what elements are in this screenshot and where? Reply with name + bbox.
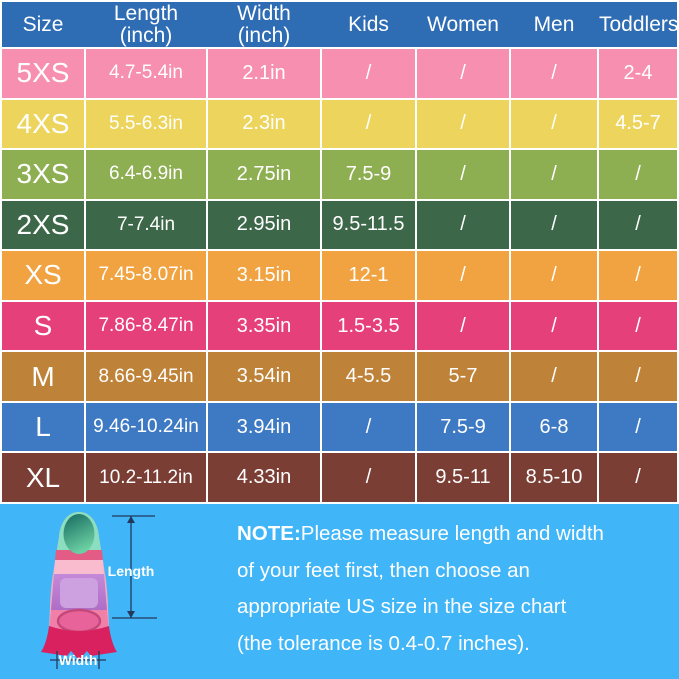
table-cell: 8.5-10 (511, 453, 597, 502)
table-cell: 2-4 (599, 49, 677, 98)
table-cell: 7.86-8.47in (86, 301, 206, 351)
table-cell: 7.45-8.07in (86, 251, 206, 300)
table-cell: 4.5-7 (599, 99, 677, 149)
table-cell: / (599, 251, 677, 300)
size-cell: 2XS (2, 200, 84, 250)
width-arrow (50, 651, 106, 669)
column-header-length: Length (inch) (113, 1, 179, 47)
size-cell: 4XS (2, 99, 84, 149)
table-cell: / (417, 200, 509, 250)
size-cell: L (2, 402, 84, 452)
table-cell: / (511, 352, 597, 401)
size-cell: S (2, 301, 84, 351)
column-header-toddlers: Toddlers (599, 12, 679, 36)
table-cell: / (322, 402, 415, 452)
table-cell: 4.7-5.4in (86, 49, 206, 98)
table-cell: / (511, 150, 597, 199)
table-cell: 12-1 (322, 251, 415, 300)
table-cell: / (322, 49, 415, 98)
table-cell: 3.54in (208, 352, 320, 401)
table-cell: / (511, 301, 597, 351)
table-cell: 6.4-6.9in (86, 150, 206, 199)
table-cell: / (511, 99, 597, 149)
table-cell: / (599, 402, 677, 452)
length-arrowhead-bottom (127, 611, 135, 618)
table-cell: / (599, 453, 677, 502)
column-header-women: Women (427, 12, 499, 36)
footer-note-section: Length Width NOTE:Please measure length … (0, 504, 679, 679)
table-cell: / (511, 49, 597, 98)
fin-illustration: Length Width (20, 504, 185, 676)
table-cell: 2.95in (208, 200, 320, 250)
table-cell: / (322, 99, 415, 149)
table-cell: / (417, 49, 509, 98)
table-cell: 2.75in (208, 150, 320, 199)
note-bold-prefix: NOTE: (237, 522, 301, 545)
note-line: appropriate US size in the size chart (237, 595, 567, 618)
table-cell: 10.2-11.2in (86, 453, 206, 502)
column-header-men: Men (533, 12, 575, 36)
size-cell: XS (2, 251, 84, 300)
column-header-kids: Kids (348, 12, 389, 36)
note-line: of your feet first, then choose an (237, 558, 530, 582)
size-cell: 3XS (2, 150, 84, 199)
table-cell: 2.3in (208, 99, 320, 149)
table-cell: / (599, 352, 677, 401)
length-arrow (112, 515, 157, 619)
table-cell: 7.5-9 (322, 150, 415, 199)
table-cell: 2.1in (208, 49, 320, 98)
table-cell: 8.66-9.45in (86, 352, 206, 401)
width-label: Width (59, 652, 98, 668)
table-cell: 7.5-9 (417, 402, 509, 452)
fin-band-crimson (55, 550, 103, 560)
fin-foot-opening (56, 608, 102, 634)
fin-tip-teal (63, 514, 95, 554)
table-cell: / (511, 200, 597, 250)
column-header-width: Width (inch) (237, 1, 291, 47)
length-label: Length (108, 563, 155, 579)
size-table: Size Length (inch) Width (inch) Kids Women… (0, 0, 679, 504)
table-cell: 3.15in (208, 251, 320, 300)
table-cell: / (417, 150, 509, 199)
note-line: NOTE:Please measure length and width (237, 522, 604, 545)
note-line: (the tolerance is 0.4-0.7 inches). (237, 631, 530, 655)
table-cell: 6-8 (511, 402, 597, 452)
table-cell: 4-5.5 (322, 352, 415, 401)
table-cell: / (417, 251, 509, 300)
length-arrowhead-top (127, 516, 135, 523)
table-cell: 7-7.4in (86, 200, 206, 250)
fin-band-purple-inner (60, 578, 98, 608)
table-cell: 9.46-10.24in (86, 402, 206, 452)
table-cell: 3.35in (208, 301, 320, 351)
table-cell: / (511, 251, 597, 300)
table-cell: 5-7 (417, 352, 509, 401)
table-cell: 9.5-11.5 (322, 200, 415, 250)
fin-foot-pocket (41, 626, 117, 660)
table-header-row: Size Length (inch) Width (inch) Kids Women… (2, 1, 679, 47)
table-cell: / (599, 301, 677, 351)
size-cell: 5XS (2, 49, 84, 98)
table-cell: / (322, 453, 415, 502)
swim-fin-diagram: Length Width (41, 512, 157, 669)
table-cell: 9.5-11 (417, 453, 509, 502)
fin-band-lightpink (54, 560, 104, 574)
size-cell: XL (2, 453, 84, 502)
note-text: NOTE:Please measure length and width of … (237, 516, 677, 662)
column-header-size: Size (22, 12, 64, 36)
table-cell: 4.33in (208, 453, 320, 502)
table-cell: 5.5-6.3in (86, 99, 206, 149)
table-cell: 1.5-3.5 (322, 301, 415, 351)
size-cell: M (2, 352, 84, 401)
table-cell: / (417, 301, 509, 351)
table-cell: / (417, 99, 509, 149)
table-cell: 3.94in (208, 402, 320, 452)
table-cell: / (599, 200, 677, 250)
table-cell: / (599, 150, 677, 199)
